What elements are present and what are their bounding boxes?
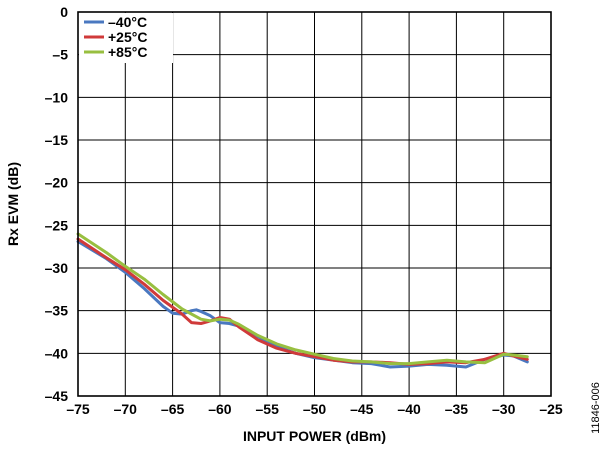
- series-line: [76, 240, 529, 369]
- series-lines: [76, 232, 529, 369]
- x-tick-label: –35: [445, 401, 469, 417]
- x-tick-label: –45: [350, 401, 374, 417]
- y-tick-label: –30: [45, 260, 69, 276]
- plot-border: [77, 11, 552, 397]
- x-tick-label: –60: [208, 401, 232, 417]
- y-tick-label: –10: [45, 89, 69, 105]
- y-tick-label: –5: [52, 47, 68, 63]
- x-tick-label: –25: [539, 401, 563, 417]
- legend-label: +85°C: [108, 44, 147, 60]
- series-line: [76, 232, 529, 366]
- y-tick-label: –20: [45, 175, 69, 191]
- y-tick-label: 0: [60, 4, 68, 20]
- x-tick-label: –50: [303, 401, 327, 417]
- x-tick-label: –30: [492, 401, 516, 417]
- y-tick-label: –35: [45, 303, 69, 319]
- legend-label: –40°C: [108, 14, 147, 30]
- y-axis-title: Rx EVM (dB): [5, 162, 21, 246]
- y-tick-label: –45: [45, 388, 69, 404]
- y-tick-label: –25: [45, 217, 69, 233]
- series-line: [76, 237, 529, 366]
- figure-id-label: 11846-006: [590, 382, 602, 434]
- grid: [77, 11, 552, 397]
- x-tick-label: –55: [256, 401, 280, 417]
- y-tick-label: –15: [45, 132, 69, 148]
- tick-labels: –75 –70 –65 –60 –55 –50 –45 –40 –35 –30 –25 0 –5 –10 –…: [45, 4, 563, 417]
- y-tick-label: –40: [45, 345, 69, 361]
- x-tick-label: –75: [66, 401, 90, 417]
- x-tick-label: –65: [161, 401, 185, 417]
- x-axis-title: INPUT POWER (dBm): [243, 428, 386, 444]
- legend: –40°C+25°C+85°C: [79, 13, 173, 63]
- plot-frame: [77, 11, 552, 397]
- legend-label: +25°C: [108, 29, 147, 45]
- x-tick-label: –70: [114, 401, 138, 417]
- x-tick-label: –40: [397, 401, 421, 417]
